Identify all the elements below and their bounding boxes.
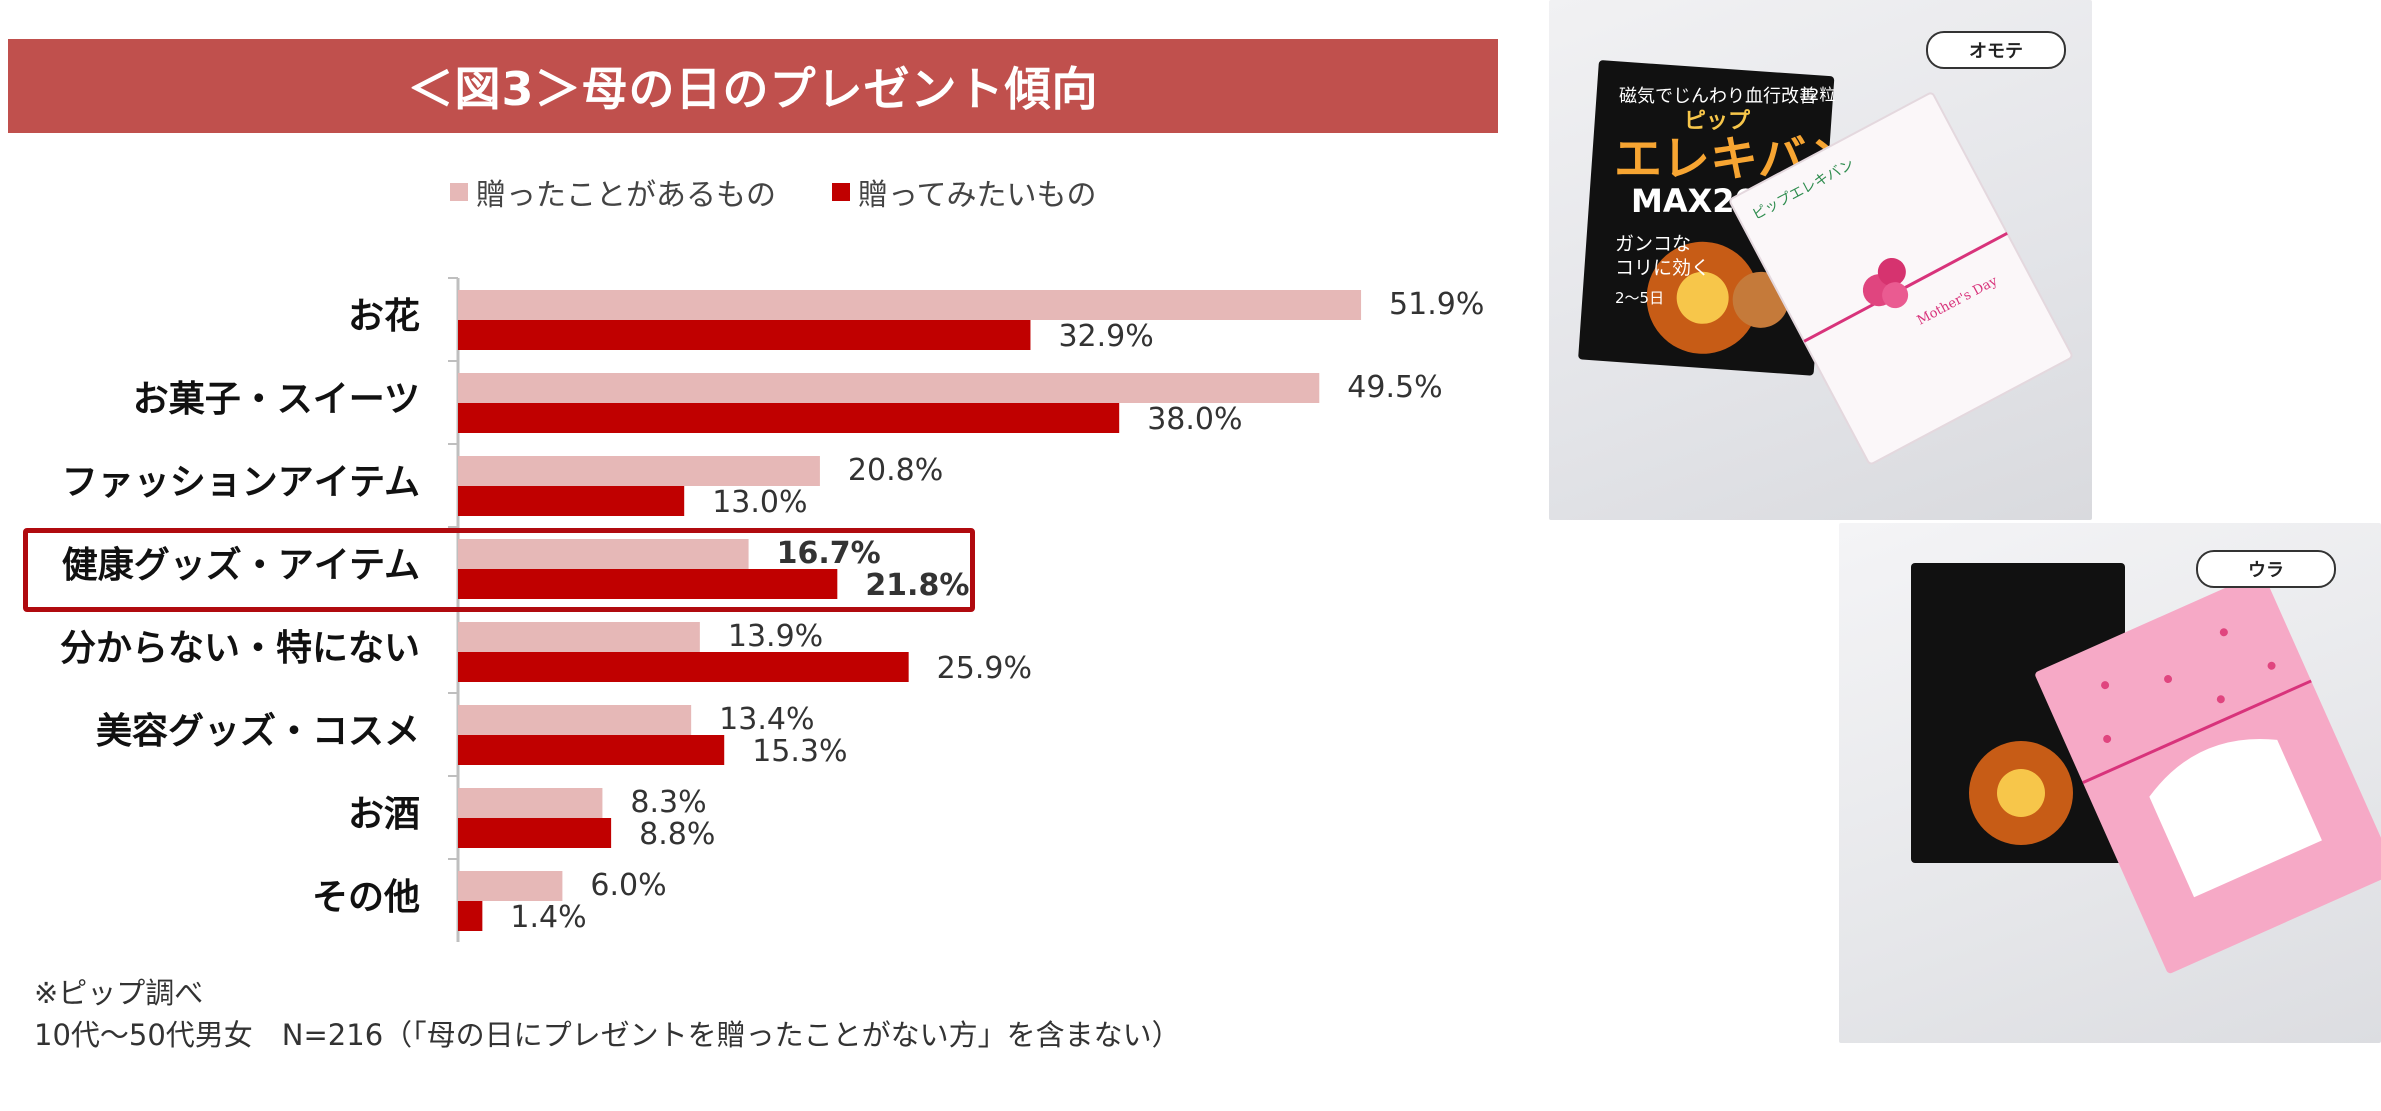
package-claim-1: ガンコな [1615,233,1691,255]
bar-want [458,486,685,516]
source-note: ※ピップ調べ [34,976,204,1010]
value-label-want: 38.0% [1147,402,1242,437]
value-label-want: 1.4% [510,900,586,935]
value-label-given: 16.7% [777,536,881,571]
category-label: お菓子・スイーツ [133,379,420,420]
category-label: 分からない・特にない [60,628,420,669]
bar-given [458,539,749,569]
package-count: 12粒 [1799,85,1835,104]
bar-want [458,818,612,848]
legend-swatch-given [450,183,468,201]
back-tag: ウラ [2196,550,2336,588]
category-label: お酒 [348,794,420,835]
bar-want [458,320,1031,350]
bar-given [458,622,700,652]
sample-note: 10代～50代男女 N=216（「母の日にプレゼントを贈ったことがない方」を含ま… [34,1018,1181,1052]
legend-swatch-want [832,183,850,201]
bar-want [458,652,909,682]
value-label-given: 49.5% [1347,370,1442,405]
legend-item-given: 贈ったことがあるもの [450,170,776,214]
value-label-want: 15.3% [752,734,847,769]
chart-notes: ※ピップ調べ 10代～50代男女 N=216（「母の日にプレゼントを贈ったことが… [34,972,1181,1056]
value-label-given: 6.0% [590,868,666,903]
category-label: その他 [312,877,420,918]
bar-given [458,456,820,486]
category-label: ファッションアイテム [62,462,420,503]
package-claim-2: コリに効く [1615,257,1710,279]
value-label-given: 13.4% [719,702,814,737]
bar-given [458,373,1320,403]
legend: 贈ったことがあるもの 贈ってみたいもの [450,170,1097,214]
product-photo-back: ウラ [1839,523,2381,1043]
value-label-want: 13.0% [712,485,807,520]
bar-given [458,788,603,818]
package-top-text: 磁気でじんわり血行改善 [1619,86,1817,107]
value-label-want: 21.8% [865,568,969,603]
value-label-given: 51.9% [1389,287,1484,322]
chart-title-banner: ＜図3＞母の日のプレゼント傾向 [8,39,1498,133]
legend-label-want: 贈ってみたいもの [858,178,1097,213]
chart-title: ＜図3＞母の日のプレゼント傾向 [407,62,1099,116]
bar-want [458,901,483,931]
package-badge: 2～5日 [1615,289,1664,307]
value-label-given: 13.9% [728,619,823,654]
value-label-want: 25.9% [937,651,1032,686]
package-brand: ピップ [1684,109,1751,134]
value-label-want: 32.9% [1058,319,1153,354]
product-photo-front: 磁気でじんわり血行改善 12粒 ピップ エレキバン MAX200 ガンコな コリ… [1549,0,2092,520]
legend-item-want: 贈ってみたいもの [832,170,1097,214]
value-label-given: 20.8% [848,453,943,488]
bar-chart: お花 51.9% 32.9% お菓子・スイーツ 49.5% 38.0% ファッションアイテム… [60,277,1484,942]
bar-given [458,705,692,735]
bar-want [458,735,725,765]
value-label-want: 8.8% [639,817,715,852]
legend-label-given: 贈ったことがあるもの [476,178,776,213]
bar-want [458,403,1120,433]
bar-given [458,871,563,901]
category-label: お花 [348,296,420,337]
category-label: 美容グッズ・コスメ [96,710,420,752]
bar-given [458,290,1362,320]
category-label: 健康グッズ・アイテム [62,544,420,586]
highlight-box [23,528,975,612]
value-label-given: 8.3% [630,785,706,820]
front-tag: オモテ [1926,31,2066,69]
bar-want [458,569,838,599]
